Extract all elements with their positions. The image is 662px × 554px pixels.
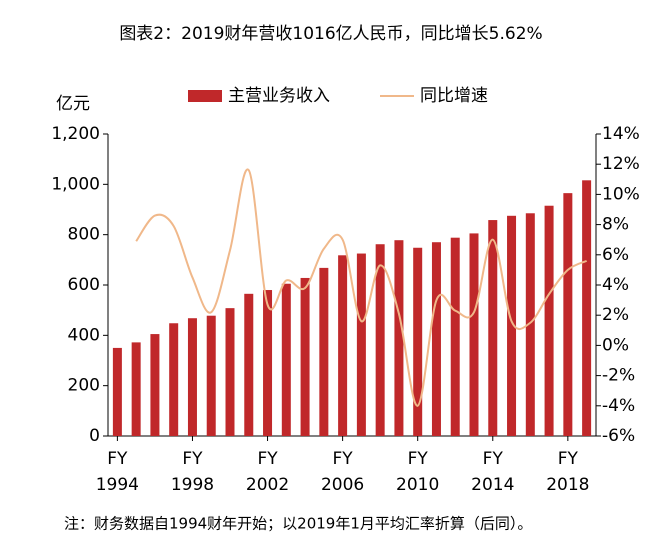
y2-tick-label: -2%	[602, 366, 635, 386]
x-tick-label: FY 1994	[95, 449, 139, 495]
y2-tick-label: 0%	[602, 335, 629, 355]
bar	[263, 290, 273, 436]
bar	[582, 180, 592, 436]
bar	[356, 253, 366, 436]
x-tick-label: FY 2002	[245, 449, 290, 495]
x-tick-label: FY 2010	[396, 449, 440, 495]
y2-tick-label: 8%	[602, 215, 629, 235]
bar	[507, 215, 517, 436]
chart-title: 图表2：2019财年营收1016亿人民币，同比增长5.62%	[119, 24, 542, 44]
bar	[112, 347, 122, 436]
bar	[244, 293, 254, 436]
y2-tick-label: 10%	[602, 184, 640, 204]
x-tick-label: FY 1998	[170, 449, 215, 495]
bar	[488, 220, 498, 436]
legend-swatch	[188, 90, 222, 102]
legend-label: 同比增速	[420, 86, 488, 106]
y-tick-label: 1,000	[51, 174, 100, 194]
footnote: 注：财务数据自1994财年开始；以2019年1月平均汇率折算（后同）。	[64, 515, 532, 533]
bar	[319, 267, 329, 436]
y-tick-label: 200	[68, 376, 100, 396]
x-tick-label: FY 2006	[320, 449, 365, 495]
y2-tick-label: 4%	[602, 275, 629, 295]
bar	[450, 237, 460, 436]
x-tick-label: FY 2014	[471, 449, 515, 495]
y2-tick-label: -4%	[602, 396, 635, 416]
y-tick-label: 400	[68, 325, 100, 345]
bar	[563, 193, 573, 436]
y-tick-label: 0	[89, 426, 100, 446]
y-axis-label: 亿元	[56, 94, 90, 114]
y-tick-label: 800	[68, 225, 100, 245]
bar	[431, 242, 441, 436]
bar	[150, 334, 160, 436]
legend-label: 主营业务收入	[228, 86, 330, 106]
y2-tick-label: -6%	[602, 426, 635, 446]
bar	[131, 342, 141, 436]
bar	[544, 205, 554, 436]
bar	[338, 255, 348, 436]
bar	[187, 318, 197, 436]
bar	[394, 240, 404, 436]
bar	[281, 283, 291, 436]
bar	[206, 315, 216, 436]
y-tick-label: 600	[68, 275, 100, 295]
line	[135, 168, 588, 407]
y2-tick-label: 12%	[602, 154, 640, 174]
bar	[169, 323, 179, 436]
bar	[225, 308, 235, 436]
bar	[375, 244, 385, 436]
bar	[300, 277, 310, 436]
x-tick-label: FY 2018	[546, 449, 590, 495]
y-tick-label: 1,200	[51, 124, 100, 144]
y2-tick-label: 2%	[602, 305, 629, 325]
bar	[525, 213, 535, 436]
bar	[413, 247, 423, 436]
y2-tick-label: 6%	[602, 245, 629, 265]
y2-tick-label: 14%	[602, 124, 640, 144]
bar	[469, 233, 479, 436]
